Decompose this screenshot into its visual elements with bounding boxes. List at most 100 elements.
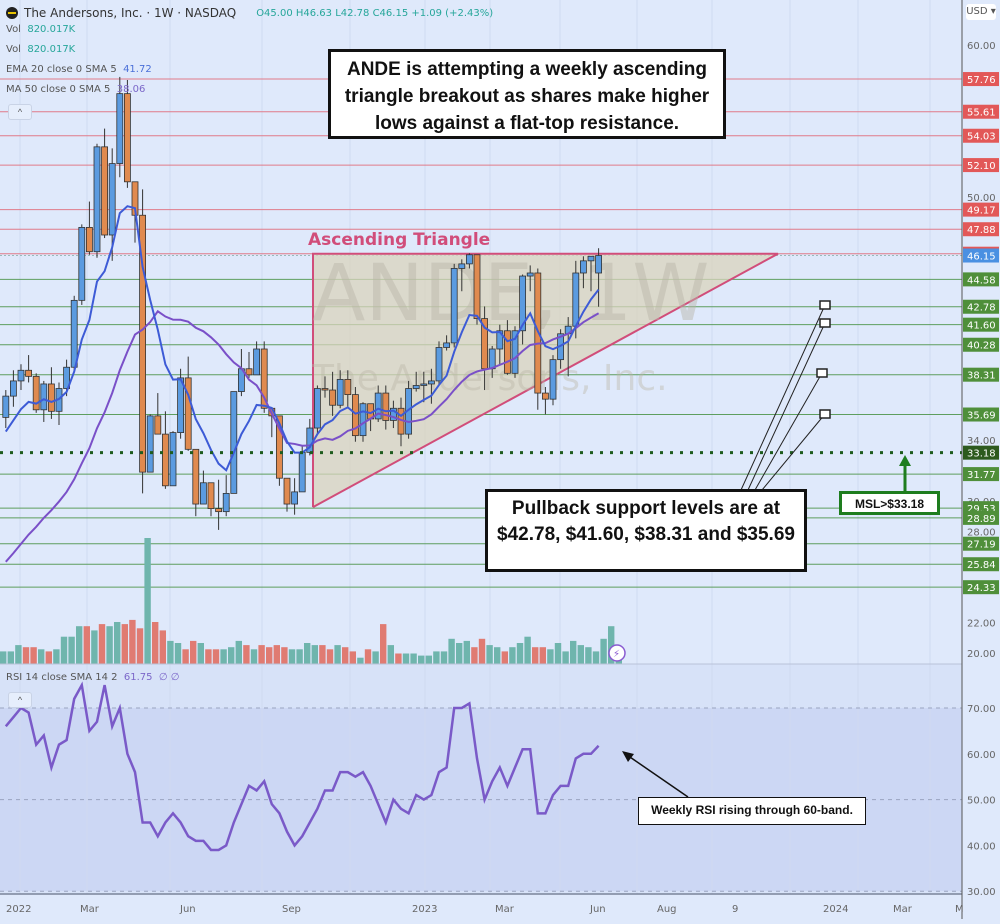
legend-value: 820.017K — [27, 24, 76, 35]
price-level-tag-label: 27.19 — [967, 540, 996, 551]
volume-bar — [311, 645, 318, 664]
volume-bar — [60, 636, 68, 664]
candle-body — [542, 392, 549, 400]
legend-ema[interactable]: EMA 20 close 0 SMA 5 41.72 — [6, 64, 152, 75]
price-level-tag — [963, 72, 999, 87]
collapse-rsi-legend-button[interactable]: ^ — [8, 692, 32, 708]
volume-bar — [129, 619, 136, 664]
volume-bar — [250, 649, 258, 664]
flash-icon[interactable] — [608, 644, 626, 662]
price-level-tag — [963, 407, 999, 422]
volume-bar — [486, 645, 493, 664]
candle-body — [2, 395, 10, 418]
price-tick-label: 34.00 — [967, 436, 996, 447]
breakout-annotation: ANDE is attempting a weekly ascending tr… — [328, 49, 726, 139]
currency-label: USD — [966, 6, 988, 17]
annotation-line: lows against a flat-top resistance. — [374, 113, 680, 134]
volume-bar — [577, 645, 584, 664]
volume-bar — [440, 651, 448, 664]
candle-body — [420, 383, 428, 386]
price-level-tag-label: 49.17 — [967, 206, 996, 217]
volume-bar — [509, 647, 516, 664]
candle-body — [291, 491, 299, 505]
legend-value: 61.75 — [123, 672, 153, 683]
candle-body — [549, 359, 557, 400]
candle-body — [496, 330, 504, 350]
volume-bar — [387, 645, 394, 664]
candle-body — [161, 433, 169, 487]
collapse-legend-button[interactable]: ^ — [8, 104, 32, 120]
volume-bar — [38, 649, 45, 664]
time-tick-label: 2022 — [6, 904, 31, 915]
time-tick-label: 2023 — [412, 904, 437, 915]
price-level-tag-label: 44.58 — [967, 275, 996, 286]
legend-value: 820.017K — [27, 44, 76, 55]
support-annotation: Pullback support levels are at $42.78, $… — [485, 489, 807, 572]
volume-bar — [608, 626, 615, 664]
ohlc-values: O45.00 H46.63 L42.78 C46.15 +1.09 (+2.43… — [256, 7, 494, 19]
volume-bar — [121, 624, 128, 664]
ascending-triangle-outline — [312, 252, 779, 508]
price-level-tag — [963, 510, 999, 525]
legend-value: 41.72 — [123, 64, 152, 75]
volume-bar — [7, 651, 14, 664]
volume-bar — [448, 638, 455, 664]
volume-bar — [91, 630, 98, 664]
candle-body — [9, 380, 17, 397]
price-tick-label: 60.00 — [967, 41, 996, 52]
candle-body — [230, 391, 238, 494]
candle-body — [207, 482, 215, 510]
candle-body — [184, 377, 192, 450]
volume-bar — [197, 643, 204, 664]
candle-body — [199, 482, 207, 505]
price-level-tag-label: 31.77 — [967, 470, 996, 481]
candle-body — [473, 254, 481, 319]
candle-body — [572, 272, 580, 327]
volume-bar — [402, 653, 410, 664]
legend-rsi[interactable]: RSI 14 close SMA 14 2 61.75 ∅ ∅ — [6, 672, 180, 683]
volume-bar — [22, 647, 30, 664]
price-level-tag — [963, 222, 999, 237]
legend-ma[interactable]: MA 50 close 0 SMA 5 38.06 — [6, 84, 145, 95]
candle-body — [215, 508, 223, 513]
candle-body — [458, 263, 466, 269]
legend-value: 38.06 — [116, 84, 146, 95]
candle-body — [313, 388, 321, 429]
time-tick-label: Mar — [893, 904, 913, 915]
volume-bar — [258, 645, 265, 664]
price-level-tag — [963, 367, 999, 382]
candle-body — [488, 348, 496, 370]
currency-selector[interactable]: USD ▾ — [966, 4, 996, 20]
price-tick-label: 20.00 — [967, 649, 996, 660]
legend-volume-2[interactable]: Vol 820.017K — [6, 44, 75, 55]
rsi-tick-label: 50.00 — [967, 796, 996, 807]
price-level-tag — [963, 557, 999, 572]
legend-volume-1[interactable]: Vol 820.017K — [6, 24, 75, 35]
msl-arrow-head — [899, 455, 911, 466]
price-level-tag — [963, 337, 999, 352]
annotation-line: triangle breakout as shares make higher — [344, 86, 710, 107]
price-tick-label: 22.00 — [967, 619, 996, 630]
volume-bar — [0, 651, 7, 664]
callout-marker — [819, 409, 831, 419]
legend-label: RSI 14 close SMA 14 2 — [6, 672, 118, 683]
candle-body — [465, 254, 473, 265]
watermark-symbol: ANDE, 1W — [312, 249, 709, 339]
volume-bar — [600, 638, 607, 664]
price-level-tag — [963, 467, 999, 482]
volume-bar — [570, 640, 577, 664]
chart-title[interactable]: The Andersons, Inc. · 1W · NASDAQ — [24, 6, 237, 20]
volume-bar — [433, 651, 440, 664]
time-tick-label: Jun — [179, 904, 196, 915]
volume-bar — [235, 640, 242, 664]
volume-bar — [547, 649, 554, 664]
volume-bar — [174, 643, 182, 664]
volume-bar — [304, 643, 311, 664]
price-tick-label: 28.00 — [967, 527, 996, 538]
candle-body — [32, 375, 40, 411]
legend-label: Vol — [6, 24, 21, 35]
price-level-tag-label: 40.28 — [967, 341, 996, 352]
candle-body — [450, 268, 458, 344]
callout-line — [754, 372, 823, 491]
candle-body — [139, 214, 147, 473]
